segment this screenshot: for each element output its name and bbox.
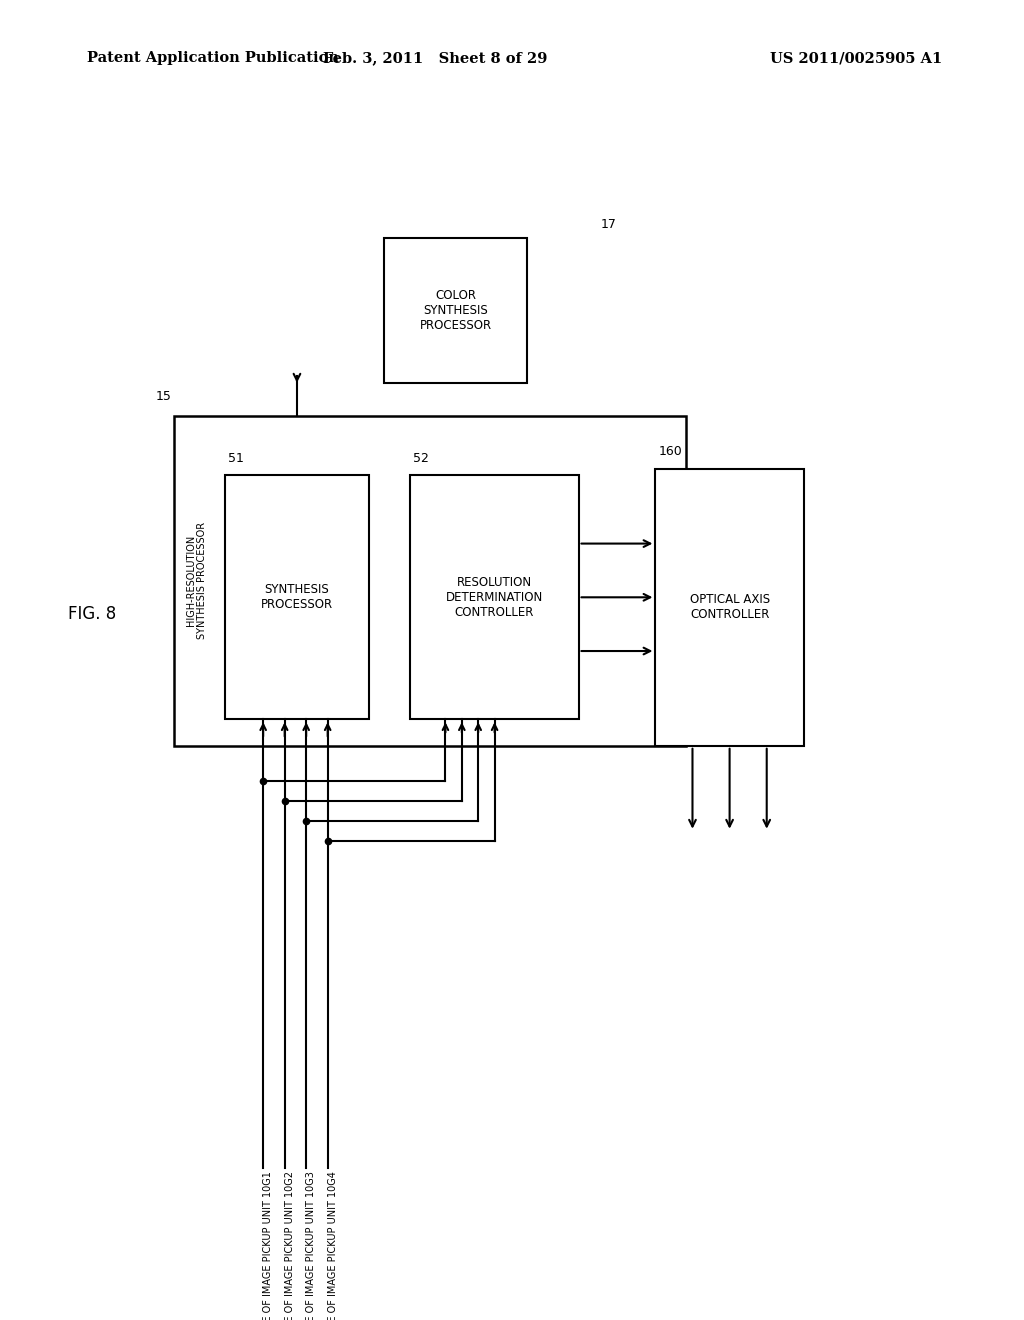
- Bar: [225, 475, 369, 719]
- Text: IMAGE OF IMAGE PICKUP UNIT 10G4: IMAGE OF IMAGE PICKUP UNIT 10G4: [328, 1171, 338, 1320]
- Text: Patent Application Publication: Patent Application Publication: [87, 51, 339, 65]
- Text: IMAGE OF IMAGE PICKUP UNIT 10G3: IMAGE OF IMAGE PICKUP UNIT 10G3: [306, 1171, 316, 1320]
- Bar: [174, 416, 686, 746]
- Text: 52: 52: [413, 451, 429, 465]
- Text: OPTICAL AXIS
CONTROLLER: OPTICAL AXIS CONTROLLER: [689, 593, 770, 622]
- Bar: [410, 475, 579, 719]
- Text: COLOR
SYNTHESIS
PROCESSOR: COLOR SYNTHESIS PROCESSOR: [420, 289, 492, 331]
- Text: 15: 15: [156, 389, 172, 403]
- Text: 17: 17: [601, 218, 617, 231]
- Bar: [384, 238, 527, 383]
- Text: 160: 160: [658, 445, 682, 458]
- Text: IMAGE OF IMAGE PICKUP UNIT 10G2: IMAGE OF IMAGE PICKUP UNIT 10G2: [285, 1171, 295, 1320]
- Text: Feb. 3, 2011   Sheet 8 of 29: Feb. 3, 2011 Sheet 8 of 29: [323, 51, 548, 65]
- Bar: [655, 469, 804, 746]
- Text: IMAGE OF IMAGE PICKUP UNIT 10G1: IMAGE OF IMAGE PICKUP UNIT 10G1: [263, 1171, 273, 1320]
- Text: FIG. 8: FIG. 8: [68, 605, 117, 623]
- Text: HIGH-RESOLUTION
SYNTHESIS PROCESSOR: HIGH-RESOLUTION SYNTHESIS PROCESSOR: [185, 523, 208, 639]
- Text: 51: 51: [228, 451, 245, 465]
- Text: RESOLUTION
DETERMINATION
CONTROLLER: RESOLUTION DETERMINATION CONTROLLER: [445, 576, 543, 619]
- Text: SYNTHESIS
PROCESSOR: SYNTHESIS PROCESSOR: [261, 583, 333, 611]
- Text: US 2011/0025905 A1: US 2011/0025905 A1: [770, 51, 942, 65]
